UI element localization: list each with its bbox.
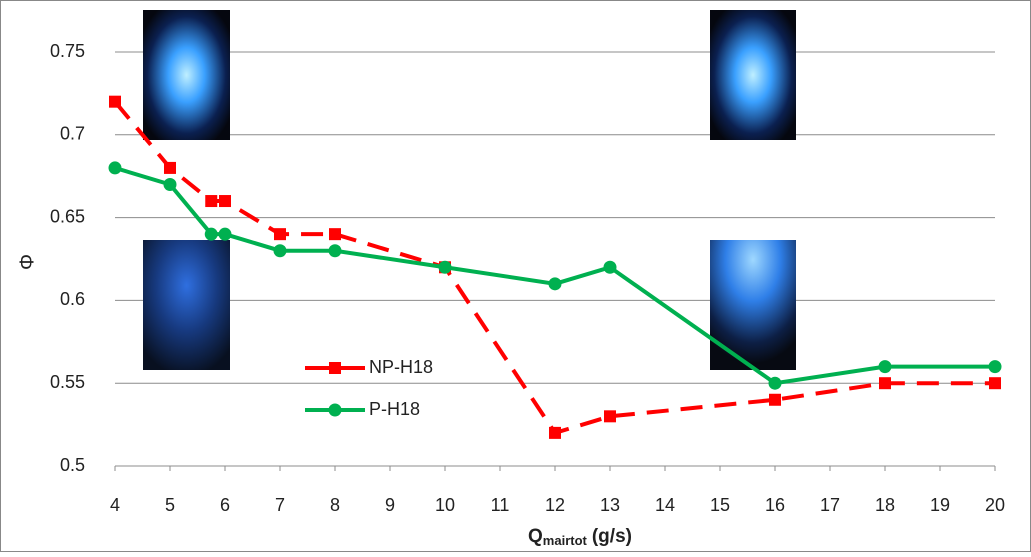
y-tick-label: 0.5 — [60, 455, 85, 475]
marker — [328, 244, 342, 258]
y-axis-label: Φ — [16, 254, 38, 270]
legend-label: NP-H18 — [369, 357, 433, 377]
x-label-unit: (g/s) — [592, 526, 632, 547]
x-tick-label: 10 — [435, 495, 455, 515]
x-tick-label: 15 — [710, 495, 730, 515]
legend-label: P-H18 — [369, 399, 420, 419]
series-line — [114, 166, 995, 386]
y-tick-label: 0.6 — [60, 289, 85, 309]
marker — [329, 228, 341, 241]
series-line — [113, 100, 995, 436]
x-tick-label: 16 — [765, 495, 785, 515]
marker — [219, 195, 231, 208]
marker — [274, 228, 286, 241]
marker — [163, 177, 177, 191]
x-tick-label: 9 — [385, 495, 395, 515]
marker — [273, 244, 287, 258]
marker — [988, 360, 1002, 374]
x-tick-label: 7 — [275, 495, 285, 515]
marker — [604, 410, 616, 423]
y-tick-label: 0.7 — [60, 124, 85, 144]
x-tick-label: 5 — [165, 495, 175, 515]
flame-image — [143, 240, 230, 370]
marker — [204, 227, 218, 241]
flame-image — [143, 10, 230, 140]
marker — [549, 426, 561, 439]
marker — [548, 277, 562, 291]
x-tick-label: 17 — [820, 495, 840, 515]
marker — [164, 161, 176, 174]
x-tick-label: 13 — [600, 495, 620, 515]
marker — [878, 360, 892, 374]
marker — [205, 195, 218, 208]
flame-image — [710, 240, 796, 370]
x-tick-label: 11 — [491, 495, 510, 515]
legend-marker — [328, 403, 342, 417]
plot: NP-H18 P-H18 — [108, 95, 1002, 439]
y-tick-label: 0.75 — [50, 41, 85, 61]
legend-marker — [329, 362, 341, 374]
y-tick-label: 0.65 — [50, 206, 85, 226]
x-tick-label: 20 — [985, 495, 1005, 515]
x-tick-label: 8 — [330, 495, 340, 515]
x-tick-label: 6 — [220, 495, 230, 515]
marker — [108, 161, 122, 175]
flame-image — [710, 10, 796, 140]
marker — [879, 377, 891, 390]
marker — [768, 376, 782, 390]
x-tick-label: 19 — [930, 495, 950, 515]
marker — [218, 227, 232, 241]
marker — [438, 260, 452, 274]
x-label-main: Q — [528, 526, 543, 547]
x-label-sub: mairtot — [543, 533, 588, 548]
grid: 0.5 0.55 0.6 0.65 0.7 0.75 4 5 6 7 8 9 10 11 12 13 14 15 1… — [50, 41, 1005, 515]
x-tick-label: 18 — [875, 495, 895, 515]
y-tick-label: 0.55 — [50, 372, 85, 392]
marker — [989, 377, 1001, 390]
x-axis-label: Qmairtot (g/s) — [528, 526, 632, 548]
marker — [109, 95, 121, 108]
x-tick-label: 4 — [110, 495, 120, 515]
marker — [769, 393, 781, 406]
x-tick-label: 14 — [655, 495, 675, 515]
marker — [603, 260, 617, 274]
x-tick-label: 12 — [545, 495, 565, 515]
